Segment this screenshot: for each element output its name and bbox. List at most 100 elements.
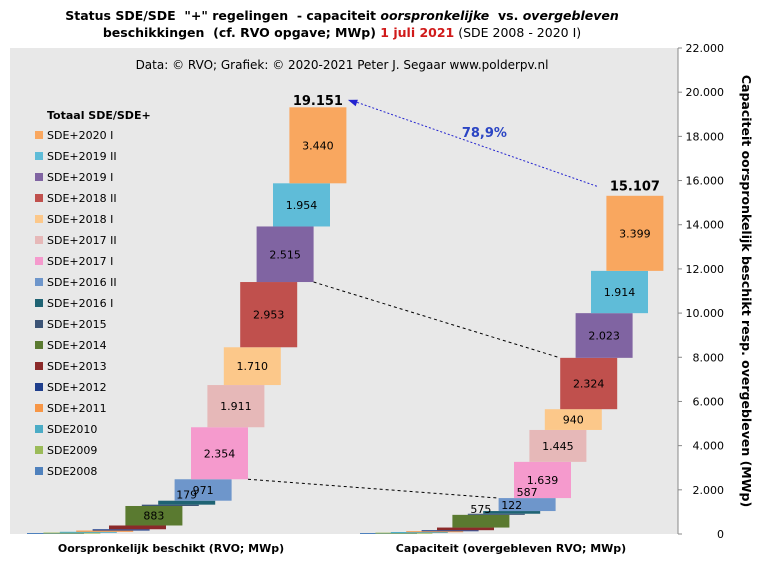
y-tick-label: 22.000	[686, 42, 725, 55]
legend-label-sdeplus2011: SDE+2011	[47, 402, 107, 415]
legend-swatch-sdeplus2017-ii	[35, 236, 43, 244]
bar-sdeplus2012-original	[92, 529, 150, 531]
bar-sdeplus2011-original	[76, 530, 134, 532]
data-label: 1.911	[220, 400, 252, 413]
chart-title-line1: Status SDE/SDE "+" regelingen - capacite…	[65, 8, 619, 23]
bar-sdeplus2016-ii-remaining	[498, 498, 556, 512]
legend-label-sdeplus2016-i: SDE+2016 I	[47, 297, 113, 310]
data-label: 2.515	[269, 248, 301, 261]
bar-sdeplus2013-original	[109, 525, 166, 530]
x-category-label: Capaciteit (overgebleven RVO; MWp)	[396, 542, 626, 555]
legend-label-sdeplus2012: SDE+2012	[47, 381, 107, 394]
legend-swatch-sde2010	[35, 425, 43, 433]
data-label: 2.354	[204, 447, 236, 460]
legend-label-sde2009: SDE2009	[47, 444, 97, 457]
bar-sdeplus2016-ii-original	[174, 479, 232, 501]
data-label: 179	[176, 489, 197, 502]
bars	[27, 107, 664, 534]
ratio-arrow-head	[347, 99, 358, 107]
ratio-percentage: 78,9%	[462, 126, 507, 141]
data-label: 587	[517, 486, 538, 499]
data-label: 2.324	[573, 378, 605, 391]
bar-sdeplus2017-i-original	[191, 427, 248, 480]
legend-swatch-sdeplus2014	[35, 341, 43, 349]
y-tick-label: 16.000	[686, 175, 725, 188]
y-tick-label: 2.000	[693, 484, 725, 497]
legend-label-sdeplus2014: SDE+2014	[47, 339, 107, 352]
legend-swatch-sdeplus2016-ii	[35, 278, 43, 286]
title-line1-b: oorspronkelijke	[380, 8, 489, 23]
data-label: 1.639	[527, 474, 559, 487]
data-label: 1.710	[237, 360, 269, 373]
annotations: 19.151 15.107 78,9%	[247, 94, 660, 499]
bar-sdeplus2019-ii-original	[273, 183, 330, 227]
x-axis: Oorspronkelijk beschikt (RVO; MWp) Capaci…	[58, 542, 626, 555]
bar-sde2010-original	[59, 531, 117, 533]
legend-swatch-sdeplus2012	[35, 383, 43, 391]
legend-swatch-sdeplus2019-i	[35, 173, 43, 181]
data-label: 2.023	[588, 330, 620, 343]
bar-sdeplus2016-i-remaining	[483, 511, 541, 514]
title-line2-a: beschikkingen (cf. RVO opgave; MWp)	[103, 25, 380, 40]
y-tick-label: 0	[717, 528, 724, 541]
bar-sdeplus2015-remaining	[467, 513, 525, 515]
title-line1-d: overgebleven	[523, 8, 619, 23]
data-label: 1.954	[286, 199, 318, 212]
legend-label-sdeplus2018-ii: SDE+2018 II	[47, 192, 117, 205]
title-date: 1 juli 2021	[380, 25, 454, 40]
legend-swatch-sdeplus2018-ii	[35, 194, 43, 202]
data-label: 1.914	[604, 286, 636, 299]
legend-label-sde2008: SDE2008	[47, 465, 97, 478]
legend-swatch-sdeplus2017-i	[35, 257, 43, 265]
legend-swatch-sde2008	[35, 467, 43, 475]
data-label: 1.445	[542, 440, 574, 453]
data-label: 122	[501, 499, 522, 512]
bar-sde2009-remaining	[375, 532, 433, 534]
data-label: 3.440	[302, 139, 334, 152]
legend-swatch-sdeplus2020-i	[35, 131, 43, 139]
legend-swatch-sdeplus2018-i	[35, 215, 43, 223]
legend-label-sdeplus2017-ii: SDE+2017 II	[47, 234, 117, 247]
bar-sdeplus2017-i-remaining	[514, 461, 571, 499]
y-axis: 0 2.000 4.000 6.000 8.000 10.000 12.000 14.000 1…	[678, 42, 724, 541]
x-category-label: Oorspronkelijk beschikt (RVO; MWp)	[58, 542, 284, 555]
bar-sdeplus2015-original	[141, 504, 199, 506]
bar-sde2010-remaining	[390, 532, 448, 534]
bar-sdeplus2011-remaining	[406, 531, 464, 533]
bar-sdeplus2017-ii-original	[207, 385, 265, 428]
bar-sdeplus2020-i-original	[289, 107, 347, 184]
legend-label-sdeplus2018-i: SDE+2018 I	[47, 213, 113, 226]
chart-title-line2: beschikkingen (cf. RVO opgave; MWp) 1 ju…	[103, 25, 581, 40]
title-line1-c: vs.	[489, 8, 522, 23]
bar-sde2009-original	[43, 532, 101, 534]
data-label: 3.399	[619, 227, 651, 240]
data-label: 971	[193, 484, 214, 497]
legend-label-sdeplus2015: SDE+2015	[47, 318, 107, 331]
total-label-original: 19.151	[293, 94, 343, 109]
dashed-connector-upper	[313, 281, 561, 359]
y-tick-label: 12.000	[686, 263, 725, 276]
bar-sdeplus2018-ii-remaining	[560, 357, 618, 410]
legend: SDE+2020 I SDE+2019 II SDE+2019 I SDE+2018 …	[35, 129, 117, 478]
legend-label-sdeplus2020-i: SDE+2020 I	[47, 129, 113, 142]
y-tick-label: 8.000	[693, 351, 725, 364]
data-label: 2.953	[253, 309, 285, 322]
legend-swatch-sdeplus2013	[35, 362, 43, 370]
y-axis-title: Capaciteit oorspronkelijk beschikt resp.…	[739, 75, 754, 507]
bar-sdeplus2020-i-remaining	[606, 195, 664, 271]
legend-swatch-sdeplus2015	[35, 320, 43, 328]
legend-swatch-sde2009	[35, 446, 43, 454]
bar-sdeplus2016-i-original	[158, 500, 216, 505]
legend-label-sdeplus2019-ii: SDE+2019 II	[47, 150, 117, 163]
legend-label-sdeplus2017-i: SDE+2017 I	[47, 255, 113, 268]
legend-swatch-sdeplus2019-ii	[35, 152, 43, 160]
title-line2-c: (SDE 2008 - 2020 I)	[454, 25, 581, 40]
legend-label-sde2010: SDE2010	[47, 423, 97, 436]
y-tick-label: 6.000	[693, 395, 725, 408]
bar-sdeplus2018-i-original	[223, 347, 281, 386]
legend-label-sdeplus2016-ii: SDE+2016 II	[47, 276, 117, 289]
bar-sdeplus2017-ii-remaining	[529, 429, 587, 462]
y-tick-label: 10.000	[686, 307, 725, 320]
bar-sdeplus2018-ii-original	[240, 282, 298, 348]
